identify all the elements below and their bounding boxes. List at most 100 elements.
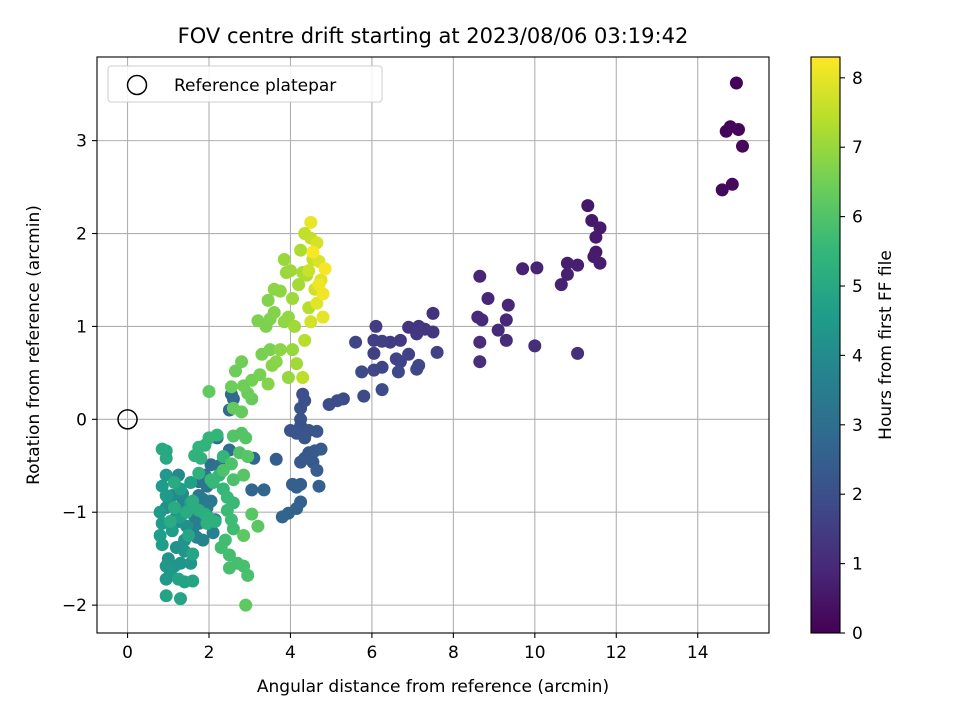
data-point (298, 431, 312, 445)
data-point (180, 505, 194, 519)
x-tick-label: 8 (448, 643, 459, 663)
data-point (473, 335, 487, 349)
colorbar-gradient (811, 57, 840, 633)
data-point (186, 574, 200, 588)
colorbar-tick-label: 4 (852, 346, 863, 366)
data-point (367, 346, 381, 360)
data-point (182, 529, 196, 542)
data-point (206, 526, 220, 540)
data-point (322, 398, 336, 411)
data-point (310, 463, 324, 477)
x-tick-label: 6 (366, 643, 377, 663)
x-tick-label: 0 (122, 643, 133, 663)
data-point (288, 319, 301, 333)
y-tick-label: 0 (76, 410, 87, 430)
data-point (290, 357, 304, 371)
data-point (375, 383, 389, 397)
x-axis-ticks: 0 2 4 6 8 10 12 14 (122, 633, 709, 663)
x-axis-label: Angular distance from reference (arcmin) (257, 677, 609, 697)
data-point (229, 364, 242, 378)
data-point (725, 177, 739, 191)
data-point (554, 278, 568, 292)
data-point (560, 267, 574, 281)
data-point (571, 346, 585, 360)
data-point (312, 479, 326, 493)
x-tick-label: 2 (204, 643, 215, 663)
data-point (235, 405, 249, 419)
data-point (729, 76, 743, 90)
data-point (200, 516, 214, 530)
data-point (222, 548, 236, 562)
data-point (159, 451, 173, 465)
data-point (310, 296, 324, 310)
data-point (239, 598, 253, 612)
data-point (292, 278, 306, 292)
colorbar-tick-label: 7 (852, 138, 863, 158)
data-point (375, 334, 389, 348)
data-point (245, 483, 259, 497)
colorbar-tick-label: 2 (852, 485, 863, 505)
data-point (237, 468, 251, 482)
y-tick-label: 2 (76, 225, 87, 245)
data-point (294, 455, 308, 469)
colorbar-frame (810, 56, 841, 634)
data-point (159, 489, 173, 502)
data-point (245, 507, 259, 521)
data-point (210, 428, 224, 442)
data-point (391, 365, 405, 379)
data-point (393, 355, 407, 369)
data-point (224, 380, 238, 394)
data-point (174, 556, 187, 570)
data-point (310, 424, 324, 438)
y-tick-label: −2 (62, 596, 87, 616)
data-point (186, 494, 200, 508)
data-point (273, 284, 287, 298)
data-point (235, 355, 249, 369)
legend-box (107, 65, 383, 103)
data-point (226, 522, 240, 536)
data-point (222, 561, 236, 575)
data-point (184, 476, 198, 489)
data-point (167, 501, 181, 515)
data-point (516, 262, 530, 276)
data-point (286, 343, 299, 357)
data-point (571, 258, 585, 272)
data-point (473, 269, 487, 283)
data-point (528, 339, 542, 353)
data-point (204, 473, 218, 487)
data-point (306, 245, 320, 259)
data-point (267, 306, 281, 319)
data-point (302, 264, 316, 278)
data-point (275, 510, 289, 524)
x-tick-label: 14 (687, 643, 709, 663)
data-point (318, 262, 332, 276)
data-point (298, 333, 312, 347)
grid (97, 57, 769, 633)
colorbar-tick-label: 6 (852, 208, 863, 228)
data-point (237, 529, 251, 542)
data-point (159, 572, 173, 586)
reference-platepar-marker (117, 409, 138, 430)
data-point (473, 355, 487, 369)
data-point (369, 319, 383, 333)
data-point (226, 473, 240, 487)
data-point (426, 306, 440, 320)
data-point (186, 547, 200, 561)
data-point (290, 502, 304, 515)
data-point (202, 385, 216, 398)
data-point (192, 466, 206, 480)
data-point (257, 483, 271, 497)
data-point (284, 264, 297, 278)
colorbar-ticks: 0 1 2 3 4 5 6 7 8 (840, 69, 863, 644)
data-point (269, 452, 283, 466)
x-tick-label: 12 (605, 643, 627, 663)
chart-title: FOV centre drift starting at 2023/08/06 … (178, 24, 689, 48)
data-point (253, 368, 267, 382)
data-point (251, 519, 265, 533)
data-point (241, 450, 255, 463)
data-point (581, 199, 595, 213)
data-point (174, 592, 187, 606)
data-point (159, 589, 173, 603)
